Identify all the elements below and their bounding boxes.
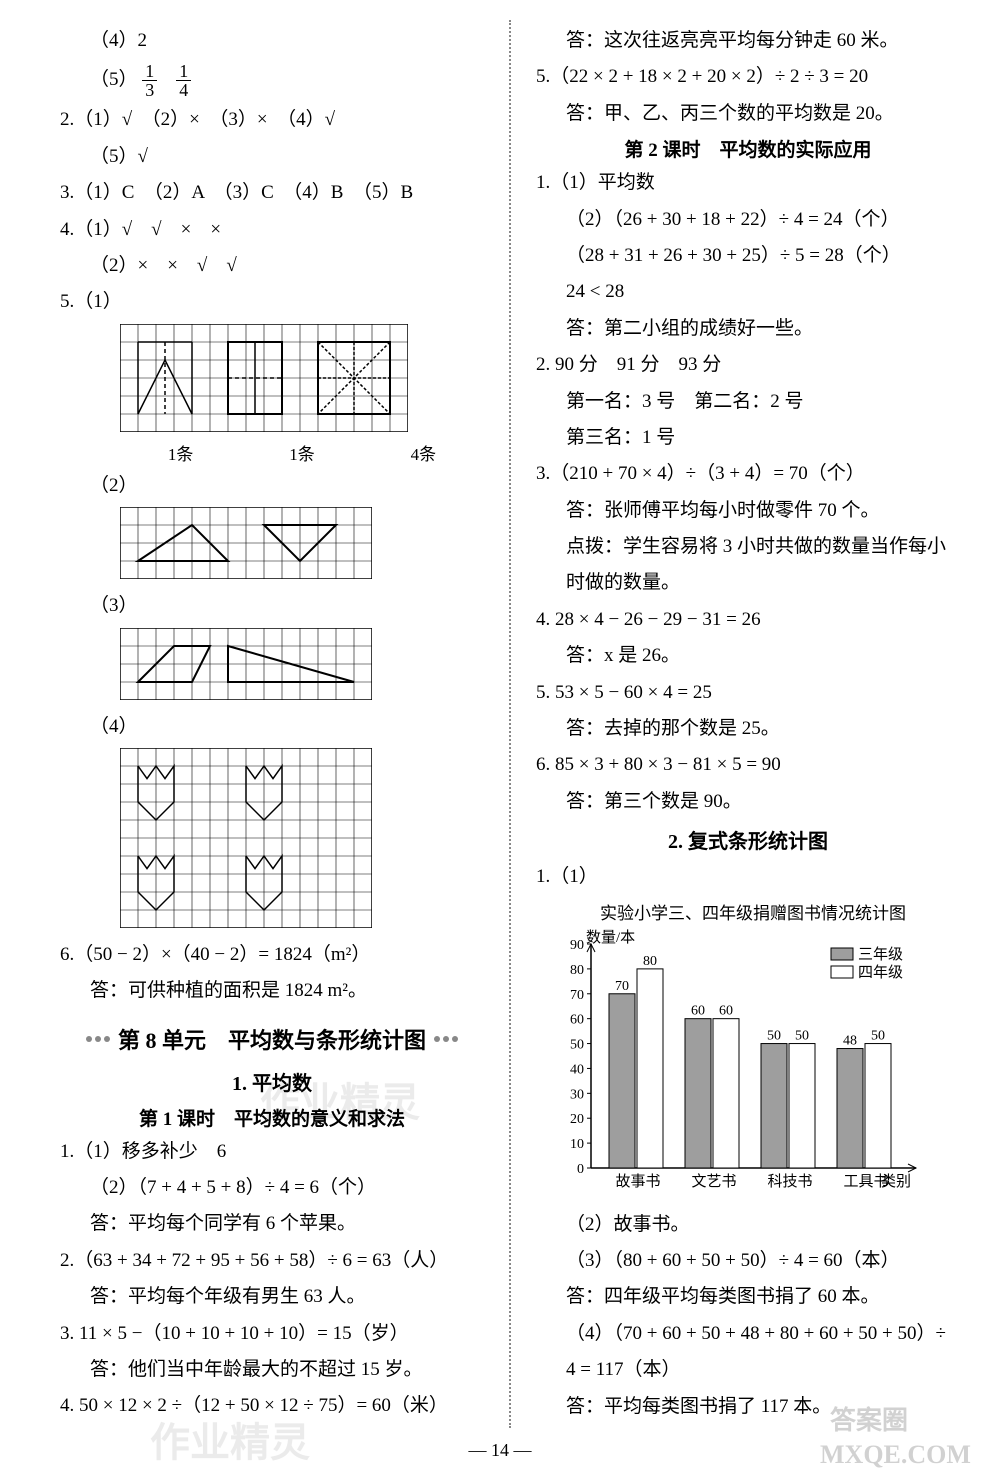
svg-text:10: 10 <box>570 1137 584 1152</box>
s1c: （28 + 31 + 26 + 30 + 25）÷ 5 = 28（个） <box>536 241 960 271</box>
grid-figure-1: 1条 1条 4条 <box>120 324 484 465</box>
s1d: 24 < 28 <box>536 277 960 307</box>
q5-4: （4） <box>60 712 484 742</box>
svg-text:40: 40 <box>570 1062 584 1077</box>
s4b: 答：x 是 26。 <box>536 641 960 671</box>
s2c: 第三名：1 号 <box>536 423 960 453</box>
s3c: 点拨：学生容易将 3 小时共做的数量当作每小 <box>536 532 960 562</box>
column-divider <box>509 20 511 1428</box>
svg-text:80: 80 <box>643 953 657 968</box>
left-column: （4）2 （5） 13 14 2.（1）√ （2）× （3）× （4）√ （5）… <box>60 20 484 1428</box>
bar-chart: 实验小学三、四年级捐赠图书情况统计图 0 10 20 30 40 50 60 70 80 90数量… <box>536 899 960 1204</box>
s1b: （2）（26 + 30 + 18 + 22）÷ 4 = 24（个） <box>536 205 960 235</box>
svg-text:文艺书: 文艺书 <box>691 1173 736 1190</box>
q2b-line: （5）√ <box>60 142 484 172</box>
svg-text:50: 50 <box>767 1028 781 1043</box>
grid-figure-3 <box>120 628 484 706</box>
l1-p2b: 答：平均每个年级有男生 63 人。 <box>60 1282 484 1312</box>
q6a: 6.（50 − 2）×（40 − 2）= 1824（m²） <box>60 940 484 970</box>
s6b: 答：第三个数是 90。 <box>536 787 960 817</box>
s5b: 答：去掉的那个数是 25。 <box>536 714 960 744</box>
unit8-heading: 第 8 单元 平均数与条形统计图 <box>60 1023 484 1055</box>
q4a-line: 4.（1）√ √ × × <box>60 215 484 245</box>
q5-label: 5.（1） <box>60 287 484 317</box>
svg-text:类别: 类别 <box>881 1173 911 1190</box>
s4a: 4. 28 × 4 − 26 − 29 − 31 = 26 <box>536 605 960 635</box>
fraction-1-4: 14 <box>176 62 191 99</box>
lesson-2-heading: 第 2 课时 平均数的实际应用 <box>536 135 960 162</box>
q6b: 答：可供种植的面积是 1824 m²。 <box>60 976 484 1006</box>
l1-p1a: 1.（1）移多补少 6 <box>60 1137 484 1167</box>
lesson-1-heading: 第 1 课时 平均数的意义和求法 <box>60 1104 484 1131</box>
s2a: 2. 90 分 91 分 93 分 <box>536 350 960 380</box>
l1-p2a: 2.（63 + 34 + 72 + 95 + 56 + 58）÷ 6 = 63（… <box>60 1246 484 1276</box>
s1e: 答：第二小组的成绩好一些。 <box>536 314 960 344</box>
svg-text:数量/本: 数量/本 <box>586 929 635 946</box>
l1-p1b: （2）（7 + 4 + 5 + 8）÷ 4 = 6（个） <box>60 1173 484 1203</box>
s6a: 6. 85 × 3 + 80 × 3 − 81 × 5 = 90 <box>536 750 960 780</box>
svg-text:四年级: 四年级 <box>858 964 903 981</box>
c3a: （3）（80 + 60 + 50 + 50）÷ 4 = 60（本） <box>536 1246 960 1276</box>
s3d: 时做的数量。 <box>536 568 960 598</box>
chart-title: 实验小学三、四年级捐赠图书情况统计图 <box>546 899 960 924</box>
q2-line: 2.（1）√ （2）× （3）× （4）√ <box>60 105 484 135</box>
svg-text:科技书: 科技书 <box>767 1173 812 1190</box>
l1-p4a: 4. 50 × 12 × 2 ÷（12 + 50 × 12 ÷ 75）= 60（… <box>60 1391 484 1421</box>
svg-text:60: 60 <box>719 1003 733 1018</box>
c4b: 4 = 117（本） <box>536 1355 960 1385</box>
c3b: 答：四年级平均每类图书捐了 60 本。 <box>536 1282 960 1312</box>
svg-text:20: 20 <box>570 1112 584 1127</box>
l1-p1c: 答：平均每个同学有 6 个苹果。 <box>60 1209 484 1239</box>
svg-text:三年级: 三年级 <box>858 946 903 963</box>
page-number: — 14 — <box>469 1440 532 1461</box>
s3a: 3.（210 + 70 × 4）÷（3 + 4）= 70（个） <box>536 459 960 489</box>
right-column: 答：这次往返亮亮平均每分钟走 60 米。 5.（22 × 2 + 18 × 2 … <box>536 20 960 1428</box>
s2b: 第一名：3 号 第二名：2 号 <box>536 387 960 417</box>
svg-text:90: 90 <box>570 938 584 953</box>
grid-figure-4 <box>120 748 484 934</box>
c4c: 答：平均每类图书捐了 117 本。 <box>536 1392 960 1422</box>
svg-text:60: 60 <box>691 1003 705 1018</box>
q4b-line: （2）× × √ √ <box>60 251 484 281</box>
q3-line: 3.（1）C （2）A （3）C （4）B （5）B <box>60 178 484 208</box>
r5a: 5.（22 × 2 + 18 × 2 + 20 × 2）÷ 2 ÷ 3 = 20 <box>536 62 960 92</box>
c4a: （4）（70 + 60 + 50 + 48 + 80 + 60 + 50 + 5… <box>536 1319 960 1349</box>
svg-text:70: 70 <box>615 978 629 993</box>
svg-text:70: 70 <box>570 987 584 1002</box>
s3b: 答：张师傅平均每小时做零件 70 个。 <box>536 496 960 526</box>
svg-text:50: 50 <box>795 1028 809 1043</box>
l1-p3b: 答：他们当中年龄最大的不超过 15 岁。 <box>60 1355 484 1385</box>
c1: 1.（1） <box>536 862 960 892</box>
s1a: 1.（1）平均数 <box>536 168 960 198</box>
r5b: 答：甲、乙、丙三个数的平均数是 20。 <box>536 99 960 129</box>
svg-text:30: 30 <box>570 1087 584 1102</box>
svg-text:故事书: 故事书 <box>615 1173 660 1190</box>
r0: 答：这次往返亮亮平均每分钟走 60 米。 <box>536 26 960 56</box>
svg-text:50: 50 <box>871 1028 885 1043</box>
svg-text:0: 0 <box>577 1162 584 1177</box>
c2: （2）故事书。 <box>536 1210 960 1240</box>
q5-3: （3） <box>60 591 484 621</box>
l1-p3a: 3. 11 × 5 −（10 + 10 + 10 + 10）= 15（岁） <box>60 1319 484 1349</box>
ans-5: （5） 13 14 <box>60 62 484 99</box>
grid-figure-2 <box>120 507 484 585</box>
ans-4: （4）2 <box>60 26 484 56</box>
fraction-1-3: 13 <box>142 62 157 99</box>
q5-2: （2） <box>60 471 484 501</box>
section-1-heading: 1. 平均数 <box>60 1067 484 1096</box>
svg-text:80: 80 <box>570 962 584 977</box>
svg-text:48: 48 <box>843 1033 857 1048</box>
svg-text:50: 50 <box>570 1037 584 1052</box>
s5a: 5. 53 × 5 − 60 × 4 = 25 <box>536 678 960 708</box>
svg-text:60: 60 <box>570 1012 584 1027</box>
section-2-heading: 2. 复式条形统计图 <box>536 825 960 854</box>
